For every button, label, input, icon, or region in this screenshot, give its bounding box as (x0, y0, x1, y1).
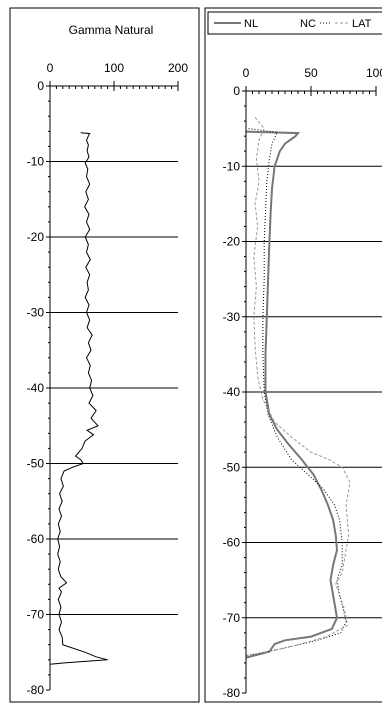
series-line-nc (245, 128, 347, 656)
y-tick-label: -60 (27, 532, 45, 546)
y-tick-label: 0 (37, 79, 44, 93)
neutron-logs-chart: NL NC LAT 0 50 100 0 -10 -20 -30 -40 -50 -60 -70 -8… (204, 7, 382, 703)
legend-label-nl: NL (244, 18, 258, 30)
legend: NL NC LAT (207, 11, 382, 35)
series-line-lat (245, 116, 351, 656)
gamma-natural-chart: Gamma Natural 0 100 200 0 -10 -20 -30 -40 -50 -60… (9, 7, 200, 703)
series-line-nl (245, 130, 339, 659)
x-tick-label: 100 (366, 66, 382, 80)
chart-frame (9, 7, 200, 703)
y-tick-label: -80 (223, 686, 241, 700)
series-line-gamma (49, 132, 108, 665)
y-tick-label: -10 (223, 159, 241, 173)
y-tick-label: -30 (223, 310, 241, 324)
legend-box (207, 11, 382, 35)
y-tick-label: -70 (27, 608, 45, 622)
y-tick-label: -20 (27, 230, 45, 244)
x-tick-label: 0 (243, 66, 250, 80)
y-tick-label: -40 (223, 385, 241, 399)
y-tick-label: -60 (223, 536, 241, 550)
y-tick-label: -70 (223, 611, 241, 625)
y-tick-label: -80 (27, 683, 45, 697)
chart-frame (204, 7, 382, 703)
x-tick-label: 0 (47, 61, 54, 75)
y-tick-label: 0 (233, 84, 240, 98)
y-tick-label: -50 (27, 457, 45, 471)
legend-label-nc: NC (300, 18, 316, 30)
y-tick-label: -40 (27, 381, 45, 395)
x-tick-label: 100 (104, 61, 124, 75)
y-tick-label: -20 (223, 235, 241, 249)
chart-title: Gamma Natural (69, 23, 154, 37)
legend-label-lat: LAT (352, 18, 372, 30)
x-tick-label: 200 (168, 61, 188, 75)
y-tick-label: -50 (223, 460, 241, 474)
y-tick-label: -10 (27, 155, 45, 169)
x-tick-label: 50 (304, 66, 318, 80)
y-tick-label: -30 (27, 306, 45, 320)
